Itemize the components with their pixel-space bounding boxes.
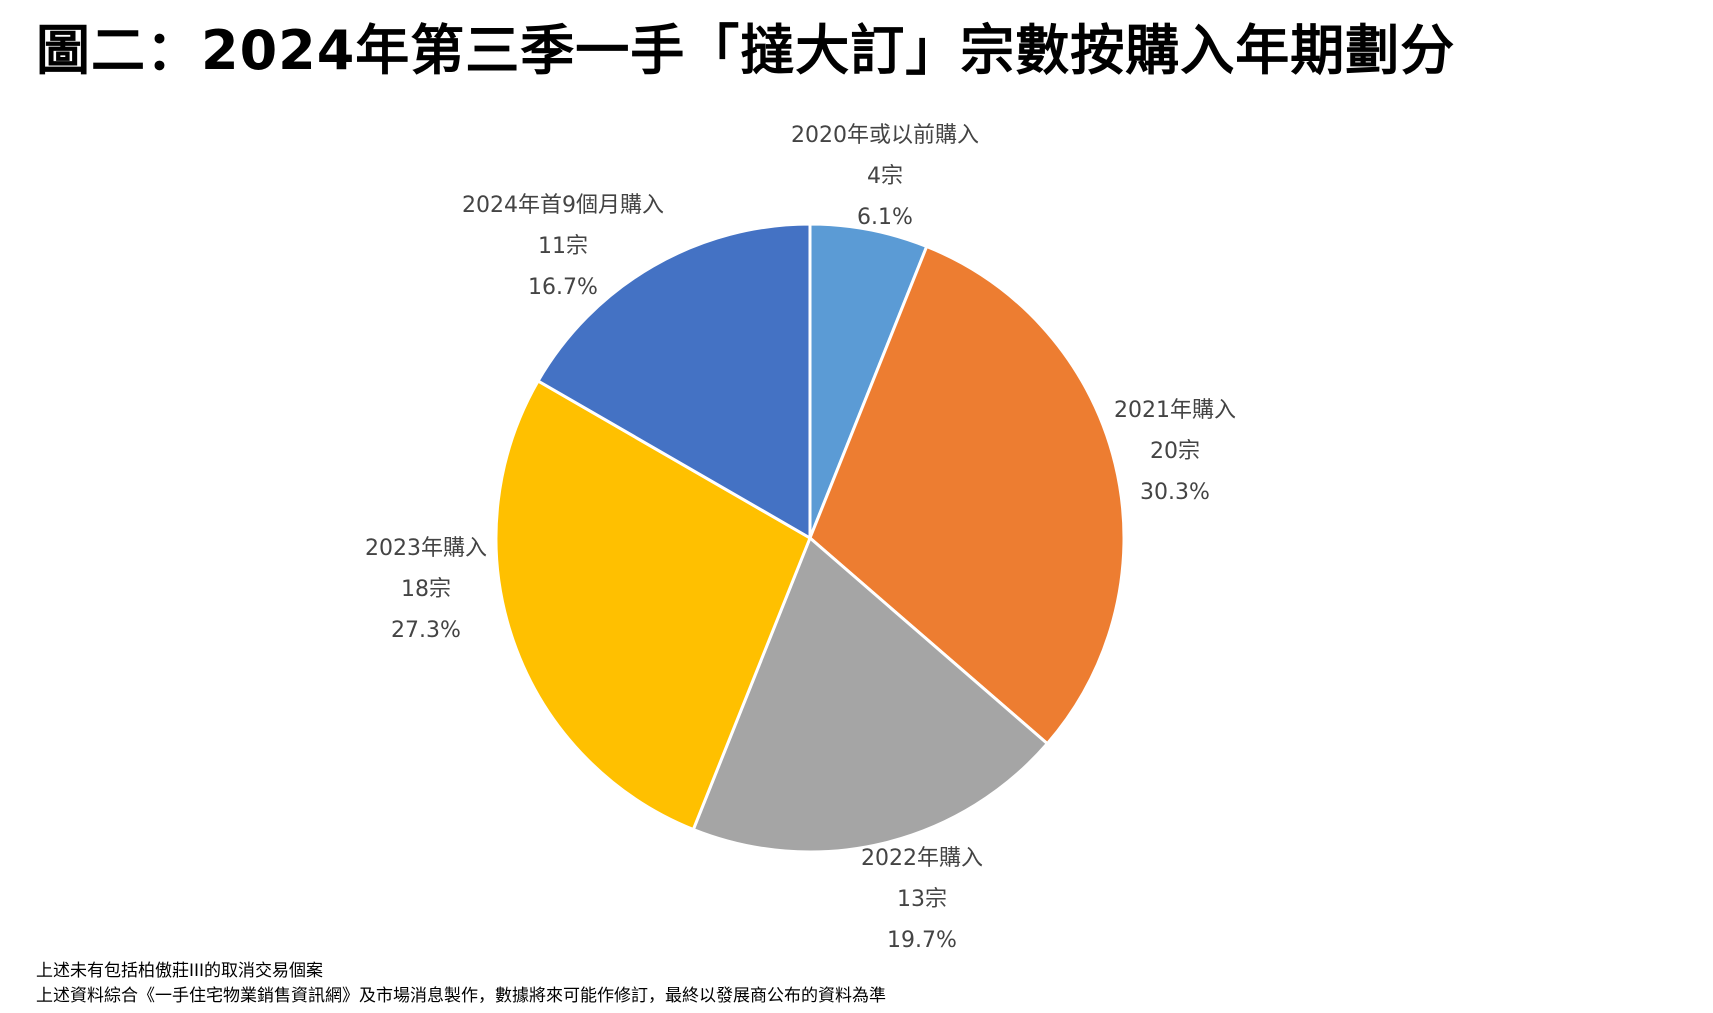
footnote-source: 上述資料綜合《一手住宅物業銷售資訊網》及市場消息製作，數據將來可能作修訂，最終以… — [36, 986, 886, 1006]
slice-count-label: 18宗 — [401, 577, 451, 602]
pie-slices — [494, 222, 1126, 854]
slice-label-3: 2023年購入 18宗 27.3% — [365, 536, 487, 643]
slice-category-label: 2023年購入 — [365, 536, 487, 561]
slice-label-0: 2020年或以前購入 4宗 6.1% — [791, 123, 979, 230]
pie-slice-1 — [808, 244, 1126, 746]
pie-slice-2 — [691, 535, 1050, 854]
page-title: 圖二：2024年第三季一手「撻大訂」宗數按購入年期劃分 — [36, 19, 1456, 82]
slice-category-label: 2024年首9個月購入 — [462, 193, 664, 218]
slice-percent-label: 19.7% — [887, 928, 957, 953]
slice-category-label: 2020年或以前購入 — [791, 123, 979, 148]
slice-count-label: 11宗 — [538, 234, 588, 259]
slice-percent-label: 16.7% — [528, 275, 598, 300]
slice-count-label: 13宗 — [897, 887, 947, 912]
slice-label-1: 2021年購入 20宗 30.3% — [1114, 398, 1236, 505]
pie-slice-0 — [808, 222, 929, 539]
slice-count-label: 4宗 — [867, 164, 903, 189]
pie-slice-4 — [536, 222, 812, 541]
slice-label-4: 2024年首9個月購入 11宗 16.7% — [462, 193, 664, 300]
slice-category-label: 2022年購入 — [861, 846, 983, 871]
slice-percent-label: 6.1% — [857, 205, 913, 230]
slice-category-label: 2021年購入 — [1114, 398, 1236, 423]
slice-count-label: 20宗 — [1150, 439, 1200, 464]
footnote-exclusion: 上述未有包括柏傲莊III的取消交易個案 — [36, 961, 324, 981]
slice-label-2: 2022年購入 13宗 19.7% — [861, 846, 983, 953]
slice-percent-label: 30.3% — [1140, 480, 1210, 505]
pie-labels: 2020年或以前購入 4宗 6.1% 2021年購入 20宗 30.3% 2022年購入 13… — [365, 123, 1236, 953]
slice-percent-label: 27.3% — [391, 618, 461, 643]
